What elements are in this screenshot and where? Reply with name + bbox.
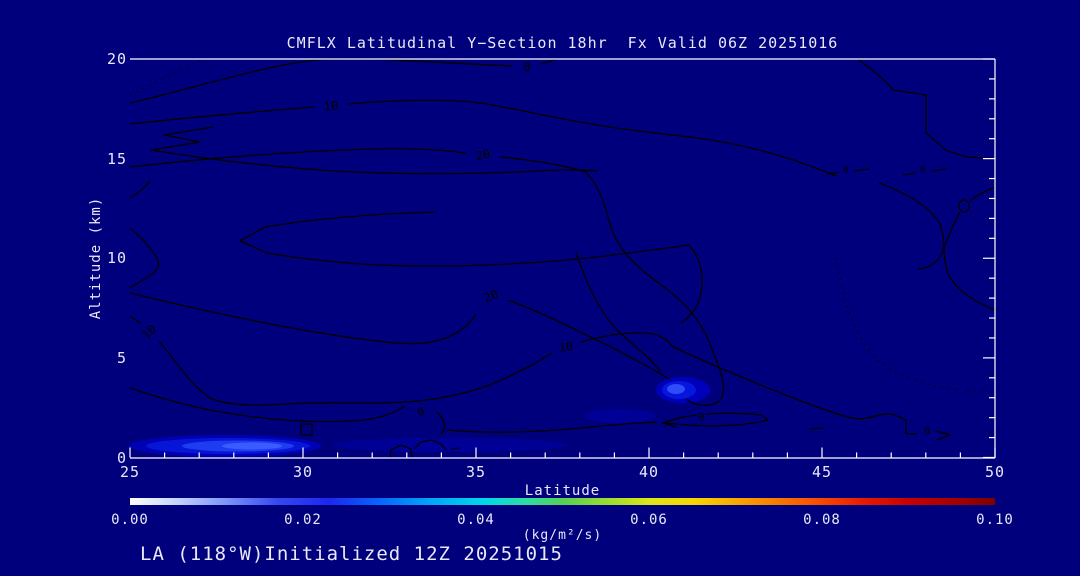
x-tick-label: 35 <box>465 463 487 481</box>
colorbar-tick-label: 0.04 <box>457 512 495 528</box>
y-tick-label: 20 <box>106 50 127 68</box>
colorbar-units: (kg/m²/s) <box>522 528 603 543</box>
init-info-footer: LA (118°W)Initialized 12Z 20251015 <box>140 543 563 565</box>
colorbar-tick-label: 0.10 <box>976 512 1014 528</box>
colorbar-tick-label: 0.08 <box>803 512 841 528</box>
contour-value-label: 10 <box>557 339 575 355</box>
contour-value-label: 10 <box>322 98 340 114</box>
x-axis-label: Latitude <box>524 483 601 499</box>
x-tick-label: 50 <box>984 463 1006 481</box>
y-tick-label: 5 <box>116 348 127 367</box>
colorbar-tick-label: 0.00 <box>111 512 149 528</box>
y-tick-label: 0 <box>116 448 127 467</box>
contour-value-label: 0 <box>696 410 706 424</box>
dotted-contour-lowerright <box>836 257 959 391</box>
small-square-contour <box>300 423 313 436</box>
dotted-contour-topleft <box>129 57 207 96</box>
y-axis-label: Altitude (km) <box>88 196 104 320</box>
shaded-flux-regions <box>129 377 710 457</box>
contour-value-label: 0 <box>522 60 532 74</box>
contour-value-label: 0 <box>922 424 932 438</box>
contour-lines <box>129 57 996 459</box>
x-tick-label: 40 <box>638 463 660 481</box>
colorbar-tick-label: 0.02 <box>284 512 322 528</box>
x-tick-label: 30 <box>292 463 314 481</box>
x-tick-label: 45 <box>811 463 833 481</box>
colorbar <box>130 498 995 505</box>
contour-value-label: 0 <box>841 165 851 176</box>
plot-title: CMFLX Latitudinal Y−Section 18hr Fx Vali… <box>286 34 839 52</box>
colorbar-tick-label: 0.06 <box>630 512 668 528</box>
axis-ticks <box>129 58 996 459</box>
x-tick-label: 25 <box>119 463 141 481</box>
y-tick-label: 15 <box>106 149 127 168</box>
contour-value-label: 0 <box>918 165 928 176</box>
contour-value-label: 20 <box>473 146 493 164</box>
y-tick-label: 10 <box>106 249 127 268</box>
